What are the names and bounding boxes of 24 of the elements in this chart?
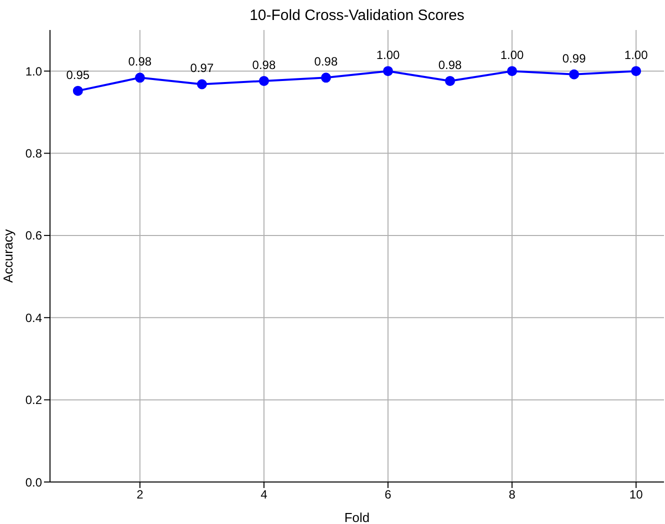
y-tick-label: 0.0 xyxy=(25,475,42,490)
x-tick-label: 8 xyxy=(508,488,516,502)
data-label: 0.99 xyxy=(562,51,586,66)
x-tick-label: 6 xyxy=(384,488,392,502)
data-label: 0.98 xyxy=(314,54,338,69)
y-tick-label: 0.8 xyxy=(25,146,42,161)
data-label: 0.97 xyxy=(190,61,214,76)
data-label: 0.98 xyxy=(252,58,276,72)
y-tick-label: 0.2 xyxy=(25,393,42,408)
x-tick-label: 2 xyxy=(136,488,144,502)
x-axis-title: Fold xyxy=(344,510,370,524)
data-label: 1.00 xyxy=(624,48,648,62)
data-label: 0.98 xyxy=(438,58,462,72)
y-tick-label: 0.6 xyxy=(25,228,42,243)
y-tick-label: 1.0 xyxy=(25,64,42,78)
y-axis-title: Accuracy xyxy=(0,228,16,283)
y-tick-label: 0.4 xyxy=(25,310,42,325)
x-tick-label: 4 xyxy=(260,488,268,502)
data-label: 1.00 xyxy=(376,48,400,62)
data-label: 0.95 xyxy=(66,68,90,82)
data-label: 0.98 xyxy=(128,54,152,69)
chart-title: 10-Fold Cross-Validation Scores xyxy=(250,7,464,24)
data-label: 1.00 xyxy=(500,48,524,62)
x-tick-label: 10 xyxy=(629,488,644,502)
